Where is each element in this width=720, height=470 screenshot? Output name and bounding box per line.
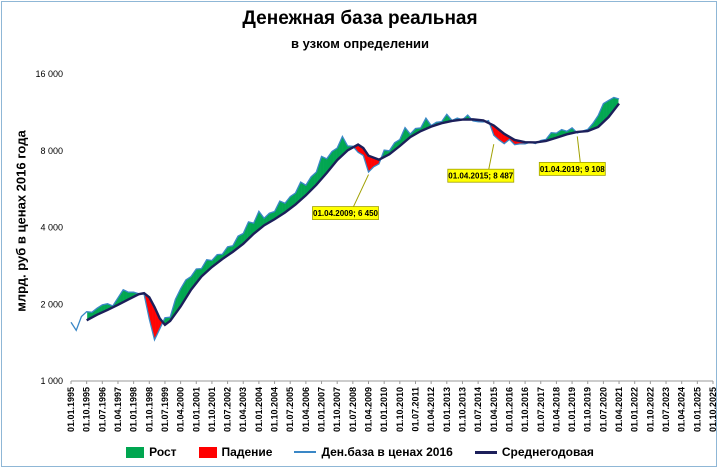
x-tick-label: 01.10.2010 xyxy=(395,387,405,432)
x-tick-label: 01.04.1997 xyxy=(113,387,123,432)
y-tick-label: 1 000 xyxy=(40,376,63,386)
annotation-label: 01.04.2019; 9 108 xyxy=(540,165,605,174)
x-tick-label: 01.07.2011 xyxy=(410,387,420,432)
legend-label-average: Среднегодовая xyxy=(501,445,594,459)
annotations: 01.04.2009; 6 450 01.04.2015; 8 487 01.04.… xyxy=(312,136,606,220)
y-tick-label: 2 000 xyxy=(40,299,63,309)
annotation-label: 01.04.2015; 8 487 xyxy=(448,172,513,181)
legend-swatch-decline xyxy=(198,446,217,458)
x-tick-label: 01.07.2017 xyxy=(536,387,546,432)
x-tick-label: 01.10.2004 xyxy=(270,387,280,432)
x-tick-label: 01.10.2016 xyxy=(520,387,530,432)
annotation-box xyxy=(312,206,379,220)
x-tick-label: 01.01.2010 xyxy=(379,387,389,432)
y-tick-label: 16 000 xyxy=(35,69,63,79)
x-tick-label: 01.10.1995 xyxy=(82,387,92,432)
x-tick-label: 01.01.2019 xyxy=(567,387,577,432)
x-tick-label: 01.04.2012 xyxy=(426,387,436,432)
y-tick-label: 8 000 xyxy=(40,146,63,156)
x-tick-label: 01.04.2009 xyxy=(364,387,374,432)
chart-subtitle: в узком определении xyxy=(290,36,430,51)
x-tick-label: 01.07.2020 xyxy=(598,387,608,432)
x-tick-label: 01.04.2021 xyxy=(614,387,624,432)
x-tick-label: 01.10.2001 xyxy=(207,387,217,432)
legend-item-decline: Падение xyxy=(198,445,273,459)
annotation-box xyxy=(538,161,606,176)
annotation-leader xyxy=(488,144,495,170)
axes: 1 000 2 000 4 000 8 000 16 000 01.01.1995 01.1… xyxy=(35,69,718,432)
x-tick-label: 01.07.2014 xyxy=(473,387,483,432)
x-tick-label: 01.10.1998 xyxy=(144,387,154,432)
series-lines xyxy=(70,96,620,342)
annotation-label: 01.04.2009; 6 450 xyxy=(313,209,378,218)
x-tick-label: 01.10.2025 xyxy=(708,387,718,432)
x-tick-label: 01.04.2018 xyxy=(551,387,561,432)
legend-swatch-growth xyxy=(126,446,145,458)
x-tick-label: 01.04.2000 xyxy=(176,387,186,432)
legend-swatch-average xyxy=(474,450,497,454)
x-tick-label: 01.01.2022 xyxy=(630,387,640,432)
legend-label-decline: Падение xyxy=(221,445,273,459)
legend: Рост Падение Ден.база в ценах 2016 Средн… xyxy=(0,445,720,459)
legend-item-growth: Рост xyxy=(126,445,177,459)
legend-label-base: Ден.база в ценах 2016 xyxy=(321,445,453,459)
x-tick-label: 01.07.1999 xyxy=(160,387,170,432)
x-tick-label: 01.07.2002 xyxy=(223,387,233,432)
x-tick-label: 01.07.2023 xyxy=(661,387,671,432)
x-tick-label: 01.07.2008 xyxy=(348,387,358,432)
x-tick-label: 01.01.2013 xyxy=(442,387,452,432)
x-tick-label: 01.01.1995 xyxy=(66,387,76,432)
x-tick-label: 01.10.2022 xyxy=(645,387,655,432)
x-tick-label: 01.10.2019 xyxy=(583,387,593,432)
x-tick-label: 01.04.2015 xyxy=(489,387,499,432)
legend-label-growth: Рост xyxy=(149,445,177,459)
x-tick-label: 01.04.2024 xyxy=(677,387,687,432)
x-tick-label: 01.10.2013 xyxy=(457,387,467,432)
y-tick-label: 4 000 xyxy=(40,223,63,233)
x-tick-label: 01.01.1998 xyxy=(129,387,139,432)
annotation-box xyxy=(447,168,515,183)
average-series-line xyxy=(86,102,620,327)
annotation-leader xyxy=(576,136,581,163)
x-tick-label: 01.07.1996 xyxy=(97,387,107,432)
x-tick-label: 01.10.2007 xyxy=(332,387,342,432)
x-tick-label: 01.01.2004 xyxy=(254,387,264,432)
legend-item-base: Ден.база в ценах 2016 xyxy=(294,445,453,459)
chart-title: Денежная база реальная xyxy=(242,8,478,29)
x-tick-label: 01.04.2003 xyxy=(238,387,248,432)
x-tick-label: 01.04.2006 xyxy=(301,387,311,432)
legend-item-average: Среднегодовая xyxy=(474,445,594,459)
x-tick-label: 01.01.2016 xyxy=(504,387,514,432)
legend-swatch-base xyxy=(294,451,317,453)
x-tick-label: 01.01.2007 xyxy=(317,387,327,432)
x-tick-label: 01.07.2005 xyxy=(285,387,295,432)
annotation-leader xyxy=(353,174,369,207)
x-tick-label: 01.01.2001 xyxy=(191,387,201,432)
x-tick-label: 01.01.2025 xyxy=(692,387,702,432)
